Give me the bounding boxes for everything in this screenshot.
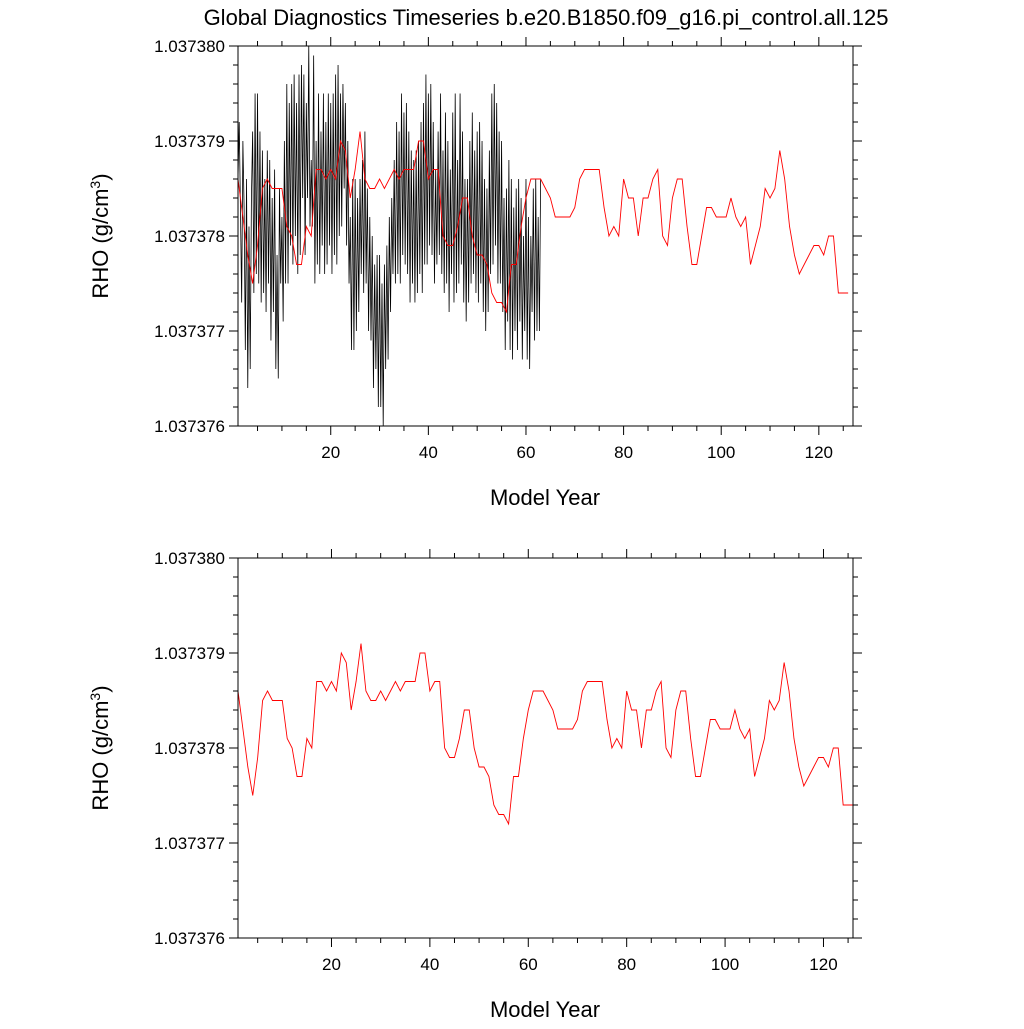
top-x-tick-label: 20	[321, 443, 340, 462]
top-y-tick-label: 1.037378	[154, 227, 225, 246]
top-chart-marks	[237, 45, 849, 427]
bottom-y-axis-label: RHO (g/cm3)	[87, 685, 113, 810]
bottom-y-tick-label: 1.037379	[154, 644, 225, 663]
bottom-chart-panel: 20 40 60 80 100 120 1.037376 1.037377 1.037378 1.…	[87, 549, 862, 1022]
bottom-x-tick-label: 120	[809, 955, 837, 974]
top-plot-frame	[237, 45, 854, 427]
top-y-axis-label-superscript: 3	[87, 181, 103, 189]
top-y-tick-label: 1.037380	[154, 37, 225, 56]
figure-title: Global Diagnostics Timeseries b.e20.B185…	[204, 5, 889, 30]
top-x-axis-label: Model Year	[490, 485, 600, 510]
top-x-tick-label: 40	[419, 443, 438, 462]
bottom-plot-frame	[237, 557, 854, 939]
bottom-chart-marks	[237, 643, 853, 826]
top-annual-series-line	[237, 131, 849, 314]
bottom-y-tick-label: 1.037376	[154, 929, 225, 948]
bottom-x-tick-label: 60	[519, 955, 538, 974]
top-x-tick-label: 60	[517, 443, 536, 462]
bottom-y-tick-label: 1.037378	[154, 739, 225, 758]
bottom-y-tick-label: 1.037377	[154, 834, 225, 853]
top-y-tick-label: 1.037377	[154, 322, 225, 341]
top-chart-panel: 20 40 60 80 100 120 1.037376 1.037377 1.037378 1.…	[87, 37, 862, 510]
bottom-chart-ticks: 20 40 60 80 100 120 1.037376 1.037377 1.037378 1.…	[154, 549, 862, 974]
top-x-tick-label: 100	[707, 443, 735, 462]
top-chart-ticks: 20 40 60 80 100 120 1.037376 1.037377 1.037378 1.…	[154, 37, 862, 462]
top-x-tick-label: 120	[805, 443, 833, 462]
bottom-annual-series-line	[237, 643, 853, 826]
top-y-tick-label: 1.037379	[154, 132, 225, 151]
top-y-axis-label: RHO (g/cm3)	[87, 173, 113, 298]
bottom-x-tick-label: 40	[420, 955, 439, 974]
top-x-tick-label: 80	[614, 443, 633, 462]
bottom-x-tick-label: 100	[711, 955, 739, 974]
bottom-x-tick-label: 20	[322, 955, 341, 974]
bottom-x-tick-label: 80	[617, 955, 636, 974]
bottom-y-tick-label: 1.037380	[154, 549, 225, 568]
bottom-x-axis-label: Model Year	[490, 997, 600, 1022]
top-y-tick-label: 1.037376	[154, 417, 225, 436]
bottom-y-axis-label-superscript: 3	[87, 693, 103, 701]
top-monthly-series-line	[237, 45, 542, 427]
